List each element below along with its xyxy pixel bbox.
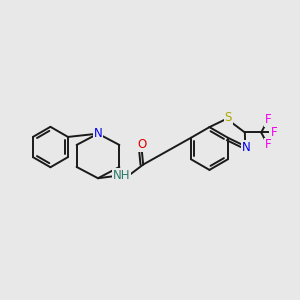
Text: N: N (242, 141, 251, 154)
Text: F: F (270, 126, 277, 139)
Text: F: F (265, 113, 272, 127)
Text: F: F (265, 138, 272, 152)
Text: NH: NH (113, 169, 130, 182)
Text: S: S (224, 111, 232, 124)
Text: O: O (137, 138, 146, 151)
Text: N: N (94, 127, 102, 140)
